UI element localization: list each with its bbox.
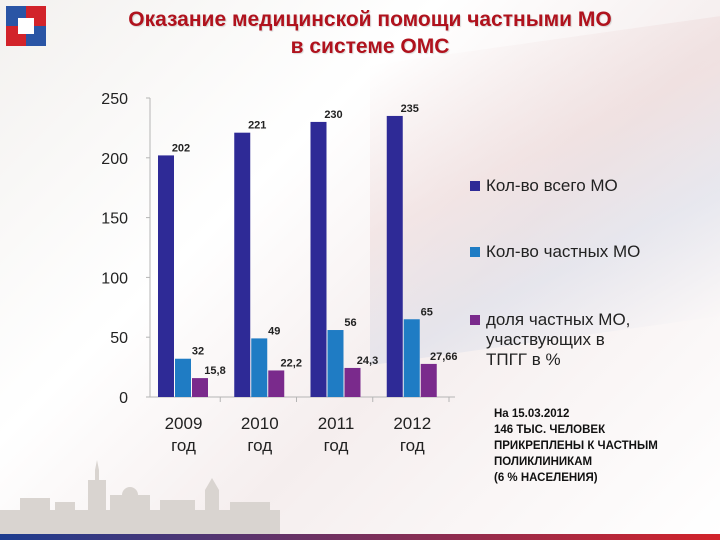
x-category-label: 2009 (165, 414, 203, 433)
x-category-label: год (247, 436, 272, 455)
x-category-label: 2011 (318, 414, 355, 433)
bar-share (192, 378, 208, 397)
legend-item-share: доля частных МО, участвующих в ТПГГ в % (470, 310, 630, 370)
x-category-label: 2012 (393, 414, 431, 433)
data-label: 15,8 (204, 365, 225, 377)
legend-label-private: Кол-во частных МО (486, 242, 641, 261)
bar-total (310, 121, 327, 398)
bar-total (386, 115, 403, 397)
legend-item-private: Кол-во частных МО (470, 242, 640, 262)
bar-share (420, 363, 437, 397)
bar-share (344, 367, 361, 397)
x-category-label: год (171, 436, 196, 455)
data-label: 65 (421, 306, 433, 318)
y-tick-label: 150 (101, 211, 128, 228)
page-title: Оказание медицинской помощи частными МО … (90, 6, 650, 60)
title-line-1: Оказание медицинской помощи частными МО (128, 8, 612, 31)
legend-label-total: Кол-во всего МО (486, 176, 618, 195)
bar-private (251, 338, 268, 397)
legend-swatch-total (470, 181, 480, 191)
city-skyline-decoration (0, 460, 280, 540)
y-tick-label: 0 (119, 390, 128, 407)
data-label: 24,3 (357, 355, 378, 367)
bar-private (175, 358, 191, 397)
data-label: 22,2 (281, 357, 302, 369)
data-label: 27,66 (430, 351, 458, 363)
footer-bar (0, 534, 720, 540)
bar-private (403, 319, 420, 397)
bar-total (234, 132, 251, 397)
coat-of-arms-logo-icon (6, 6, 46, 46)
data-label: 221 (248, 120, 266, 132)
y-tick-label: 250 (101, 91, 128, 108)
data-label: 56 (344, 317, 356, 329)
x-category-label: год (324, 436, 349, 455)
bar-private (327, 330, 344, 397)
legend-swatch-private (470, 247, 480, 257)
bar-total (158, 155, 174, 397)
data-label: 235 (401, 103, 419, 115)
population-note: На 15.03.2012 146 ТЫС. ЧЕЛОВЕК ПРИКРЕПЛЕ… (494, 408, 658, 484)
data-label: 49 (268, 325, 280, 337)
data-label: 230 (324, 109, 342, 121)
data-label: 202 (172, 142, 190, 154)
legend-label-share: доля частных МО, участвующих в ТПГГ в % (486, 310, 631, 369)
title-line-2: в системе ОМС (290, 35, 450, 58)
x-category-label: 2010 (241, 414, 279, 433)
legend-item-total: Кол-во всего МО (470, 176, 618, 196)
bar-share (268, 370, 285, 397)
data-label: 32 (192, 346, 204, 358)
legend-swatch-share (470, 315, 480, 325)
x-category-label: год (400, 436, 425, 455)
y-tick-label: 100 (101, 270, 128, 287)
y-tick-label: 200 (101, 151, 128, 168)
y-tick-label: 50 (110, 330, 128, 347)
